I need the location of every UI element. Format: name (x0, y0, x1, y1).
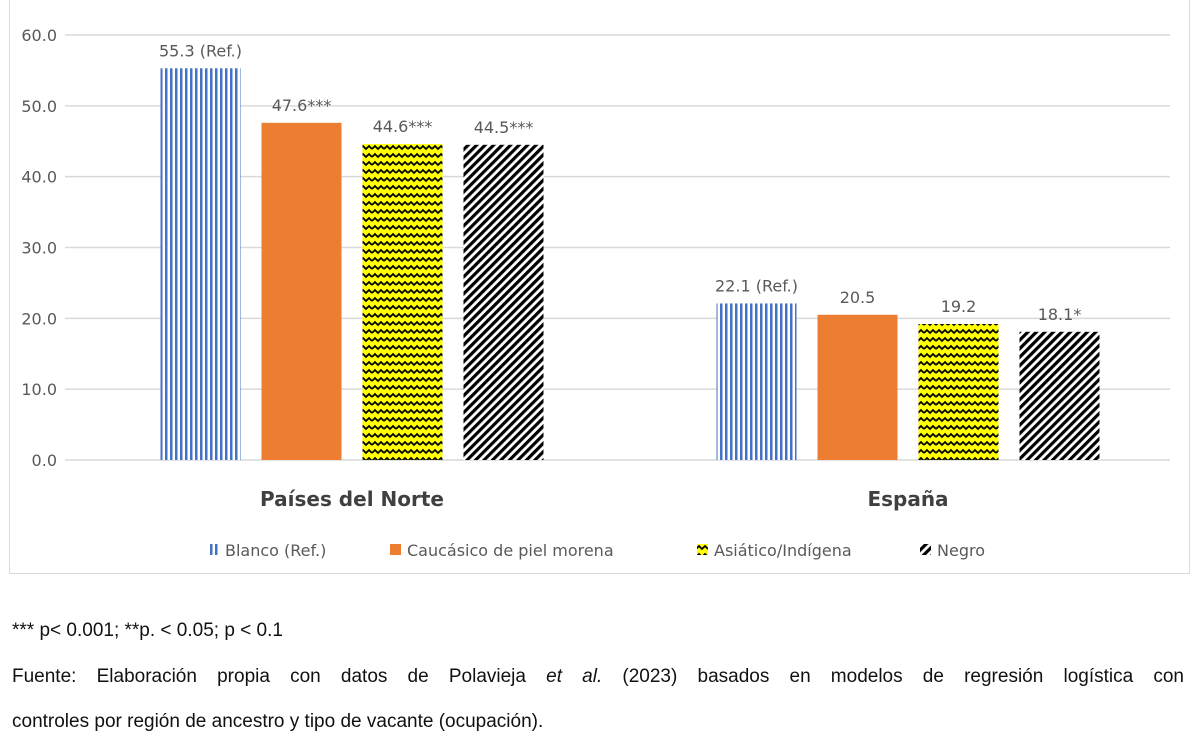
data-label: 19.2 (941, 297, 977, 316)
legend-label: Blanco (Ref.) (225, 541, 326, 560)
data-label: 44.6*** (373, 117, 433, 136)
data-label: 22.1 (Ref.) (715, 276, 798, 295)
bar-chart: 0.0 10.0 20.0 30.0 40.0 50.0 60.0 55.3 (Ref.) 47… (21, 26, 1170, 560)
y-tick-label: 40.0 (21, 168, 57, 187)
data-label: 20.5 (840, 288, 876, 307)
source-note: Fuente: Elaboración propia con datos de … (12, 666, 1184, 687)
bar (261, 122, 342, 460)
legend-swatch (920, 544, 931, 555)
legend-label: Negro (937, 541, 985, 560)
data-label: 47.6*** (272, 96, 332, 115)
y-tick-label: 60.0 (21, 26, 57, 45)
category-label: España (867, 487, 948, 511)
bar (463, 144, 544, 460)
bar (716, 303, 797, 460)
y-tick-label: 30.0 (21, 239, 57, 258)
legend-label: Asiático/Indígena (714, 541, 852, 560)
y-tick-label: 20.0 (21, 309, 57, 328)
y-tick-label: 10.0 (21, 380, 57, 399)
source-note-line2: controles por región de ancestro y tipo … (12, 711, 544, 732)
bar (918, 324, 999, 460)
data-label: 44.5*** (474, 118, 534, 137)
y-tick-label: 50.0 (21, 97, 57, 116)
legend-swatch (697, 544, 708, 555)
y-tick-label: 0.0 (32, 451, 57, 470)
bar (160, 68, 241, 461)
data-label: 18.1* (1038, 305, 1082, 324)
bar (817, 314, 898, 460)
bar (1019, 331, 1100, 460)
category-label: Países del Norte (260, 487, 444, 511)
significance-note: *** p< 0.001; **p. < 0.05; p < 0.1 (12, 620, 283, 641)
legend-swatch (208, 544, 219, 555)
legend-label: Caucásico de piel morena (407, 541, 614, 560)
legend-swatch (390, 544, 401, 555)
data-label: 55.3 (Ref.) (159, 41, 242, 60)
bar (362, 144, 443, 461)
chart-frame (9, 0, 1190, 574)
